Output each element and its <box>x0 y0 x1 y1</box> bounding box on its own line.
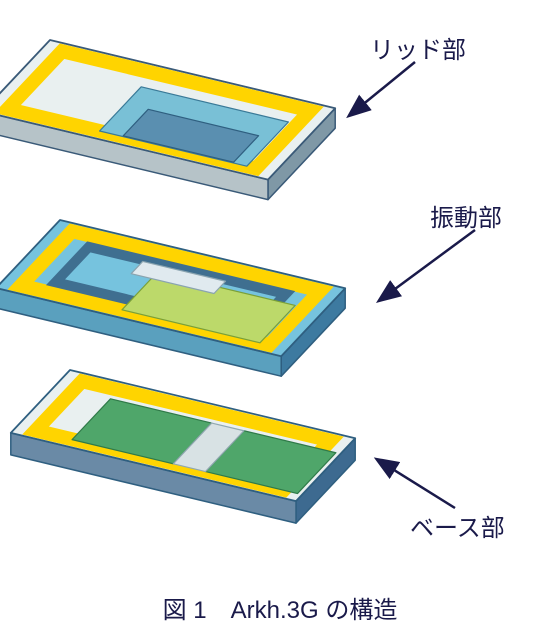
figure-stage: リッド部 振動部 ベース部 図 1 Arkh.3G の構造 <box>0 0 560 636</box>
label-vibration: 振動部 <box>430 198 502 233</box>
label-base: ベース部 <box>410 508 505 543</box>
figure-caption: 図 1 Arkh.3G の構造 <box>0 590 560 625</box>
layer-base <box>11 370 355 523</box>
layer-vibration <box>0 220 345 376</box>
label-lid: リッド部 <box>370 30 466 65</box>
layer-lid <box>0 40 335 200</box>
